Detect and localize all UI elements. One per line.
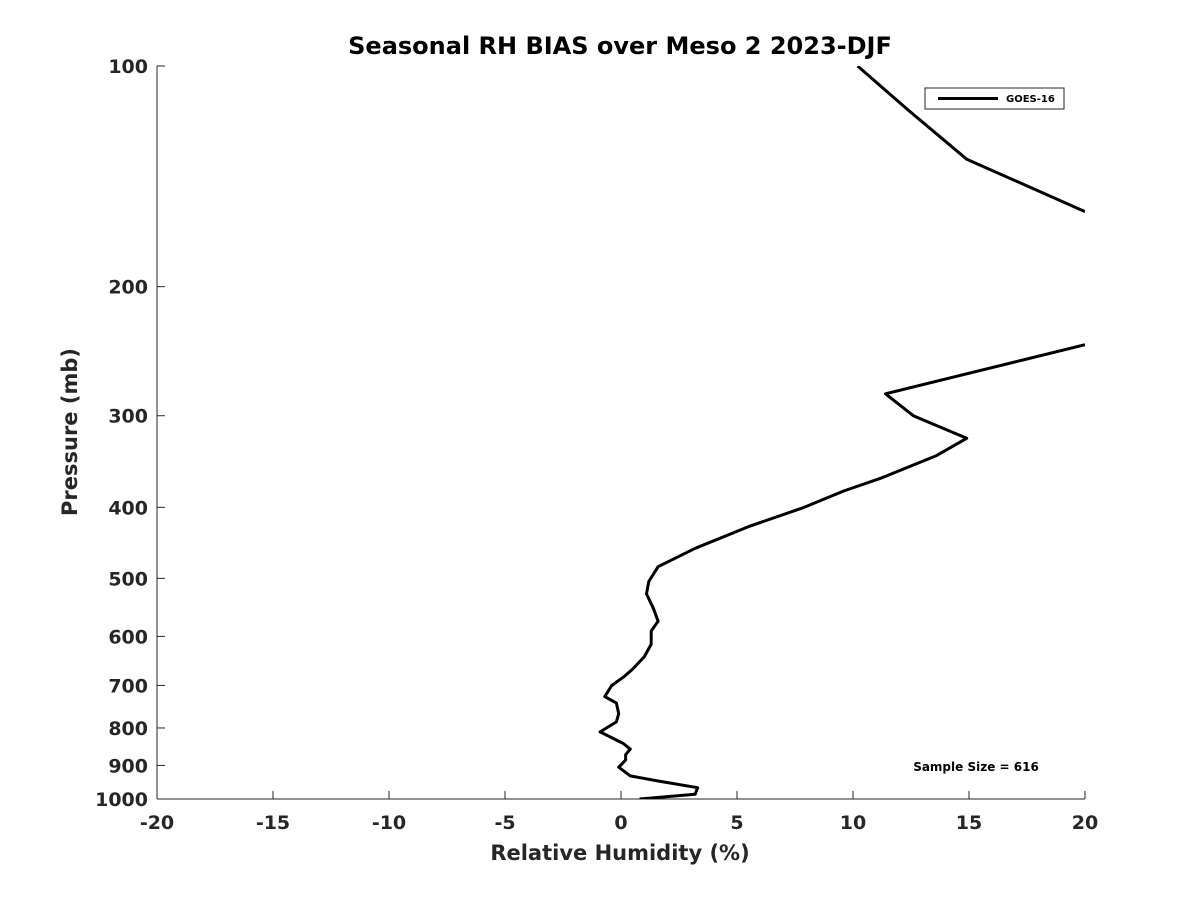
y-tick-label: 100: [108, 56, 148, 78]
y-tick-label: 1000: [95, 789, 148, 811]
x-tick-label: 0: [614, 812, 627, 834]
legend: GOES-16: [924, 87, 1065, 110]
x-tick-label: 20: [1072, 812, 1098, 834]
x-axis-label: Relative Humidity (%): [490, 841, 749, 865]
y-tick-label: 500: [108, 568, 148, 590]
x-tick-label: -10: [372, 812, 406, 834]
y-tick-label: 800: [108, 718, 148, 740]
x-tick-label: -20: [140, 812, 174, 834]
x-tick-label: -5: [494, 812, 515, 834]
series-line-goes-16: [856, 66, 1085, 213]
x-tick-label: 10: [840, 812, 866, 834]
x-tick-label: -15: [256, 812, 290, 834]
y-tick-label: 300: [108, 406, 148, 428]
sample-size-annotation: Sample Size = 616: [913, 760, 1039, 774]
chart-title: Seasonal RH BIAS over Meso 2 2023-DJF: [348, 32, 892, 60]
y-axis-label: Pressure (mb): [58, 348, 82, 516]
y-tick-label: 600: [108, 626, 148, 648]
y-tick-label: 700: [108, 675, 148, 697]
x-tick-label: 5: [730, 812, 743, 834]
plot-area: -20 -15 -10 -5 0 5 10 15 20 100 200 300 400 500 600 700…: [95, 56, 1098, 834]
y-tick-label: 900: [108, 755, 148, 777]
y-tick-label: 200: [108, 277, 148, 299]
x-tick-label: 15: [956, 812, 982, 834]
legend-label-goes-16: GOES-16: [1006, 94, 1055, 105]
series-line-goes-16: [598, 343, 1085, 799]
y-tick-label: 400: [108, 497, 148, 519]
